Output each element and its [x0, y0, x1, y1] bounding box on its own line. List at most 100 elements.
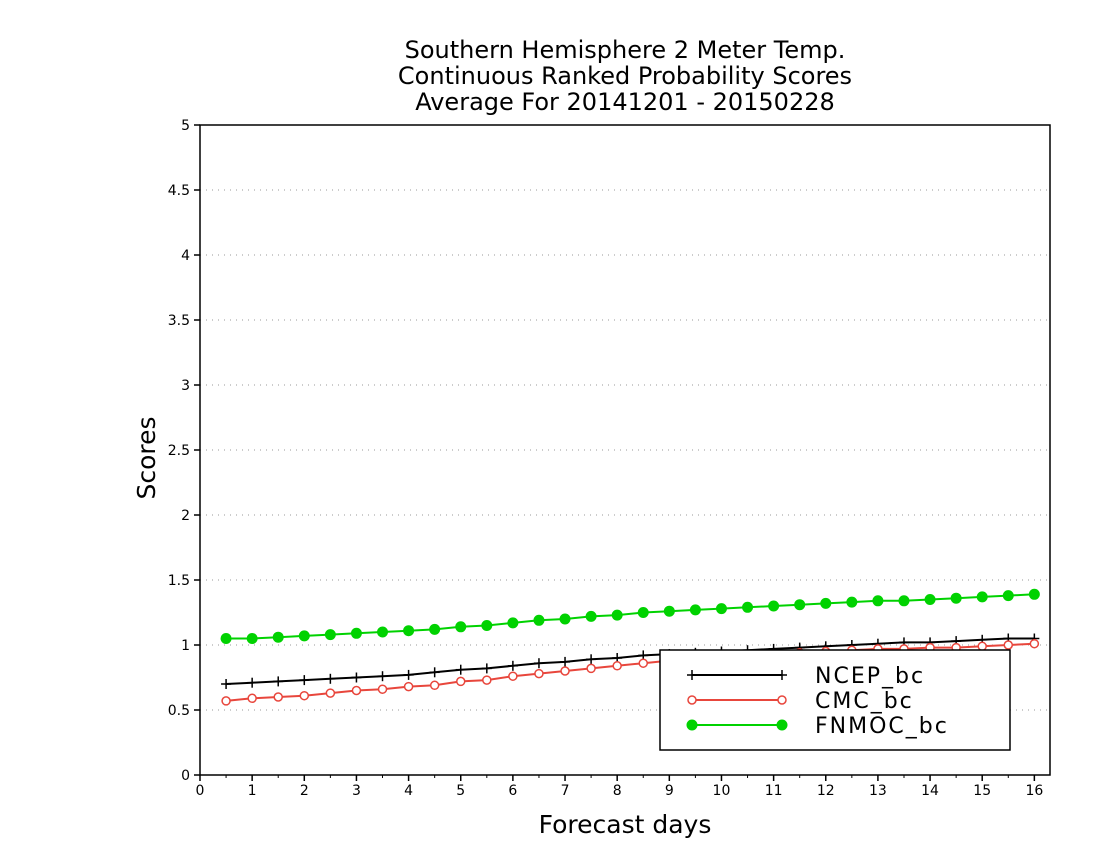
x-tick-label: 7	[561, 783, 570, 799]
y-tick-label: 3	[181, 378, 190, 394]
data-point-fnmoc-bc	[507, 617, 519, 629]
series-fnmoc-bc	[220, 588, 1040, 644]
data-point-fnmoc-bc	[377, 626, 389, 638]
data-point-fnmoc-bc	[976, 591, 988, 603]
data-point-fnmoc-bc	[794, 599, 806, 611]
data-point-ncep-bc	[586, 654, 597, 665]
y-tick-label: 0	[181, 768, 190, 784]
data-point-cmc-bc	[429, 680, 440, 691]
legend-label-fnmoc-bc: FNMOC_bc	[815, 714, 949, 739]
legend-marker	[687, 695, 697, 705]
title-line-3: Average For 20141201 - 20150228	[415, 88, 835, 116]
x-tick-label: 4	[404, 783, 413, 799]
x-tick-label: 6	[508, 783, 517, 799]
title-line-2: Continuous Ranked Probability Scores	[398, 62, 852, 90]
data-point-cmc-bc	[612, 661, 622, 671]
data-point-cmc-bc	[508, 671, 518, 681]
data-point-ncep-bc	[481, 663, 492, 674]
data-point-ncep-bc	[221, 679, 232, 689]
data-point-fnmoc-bc	[611, 609, 623, 621]
x-tick-label: 15	[973, 783, 991, 799]
data-point-cmc-bc	[1029, 638, 1040, 649]
legend-entry-cmc-bc: CMC_bc	[687, 689, 914, 714]
x-tick-label: 2	[300, 783, 309, 799]
y-tick-label: 0.5	[168, 703, 190, 719]
x-tick-label: 1	[248, 783, 257, 799]
chart-title: Southern Hemisphere 2 Meter Temp. Contin…	[398, 36, 852, 116]
legend-marker	[776, 719, 788, 731]
data-point-fnmoc-bc	[689, 604, 701, 616]
data-point-fnmoc-bc	[768, 600, 780, 612]
x-tick-label: 11	[765, 783, 783, 799]
series-line-fnmoc-bc	[226, 593, 1035, 640]
data-point-fnmoc-bc	[950, 592, 962, 604]
series-ncep-bc	[221, 633, 1040, 689]
y-axis-label: Scores	[132, 416, 161, 499]
legend-label-ncep-bc: NCEP_bc	[815, 664, 925, 689]
y-tick-label: 1	[181, 638, 190, 654]
data-point-cmc-bc	[247, 693, 257, 704]
y-tick-label: 5	[181, 118, 190, 134]
data-point-fnmoc-bc	[846, 596, 858, 608]
data-point-fnmoc-bc	[924, 594, 936, 605]
legend-entry-ncep-bc: NCEP_bc	[687, 664, 925, 689]
data-point-cmc-bc	[638, 658, 649, 668]
x-tick-label: 5	[456, 783, 465, 799]
data-point-fnmoc-bc	[1028, 588, 1040, 600]
data-point-cmc-bc	[534, 668, 544, 679]
data-point-fnmoc-bc	[1002, 590, 1014, 602]
legend-label-cmc-bc: CMC_bc	[815, 689, 914, 714]
data-point-cmc-bc	[377, 684, 388, 694]
x-tick-label: 16	[1025, 783, 1043, 799]
x-tick-label: 8	[613, 783, 622, 799]
data-point-fnmoc-bc	[220, 633, 232, 644]
data-point-cmc-bc	[221, 696, 231, 706]
data-point-fnmoc-bc	[533, 614, 545, 626]
data-point-cmc-bc	[351, 685, 362, 696]
data-point-fnmoc-bc	[872, 595, 884, 607]
x-tick-label: 12	[817, 783, 835, 799]
data-point-fnmoc-bc	[455, 621, 467, 633]
x-tick-label: 3	[352, 783, 361, 799]
y-tick-label: 2	[181, 508, 190, 524]
data-point-ncep-bc	[533, 658, 544, 669]
title-line-1: Southern Hemisphere 2 Meter Temp.	[405, 36, 846, 64]
data-point-fnmoc-bc	[429, 623, 441, 635]
x-axis-label: Forecast days	[539, 810, 712, 839]
y-tick-label: 3.5	[168, 313, 190, 329]
data-point-fnmoc-bc	[298, 630, 310, 642]
x-tick-label: 0	[196, 783, 205, 799]
y-tick-label: 2.5	[168, 443, 190, 459]
data-point-ncep-bc	[429, 667, 440, 678]
data-point-fnmoc-bc	[324, 629, 336, 641]
data-point-ncep-bc	[325, 673, 336, 684]
data-point-cmc-bc	[455, 676, 466, 687]
data-point-fnmoc-bc	[272, 631, 284, 643]
axes: 00.511.522.533.544.550 1 2 3 4 5 6 7 8 9 10 11 12 13 1…	[168, 118, 1051, 799]
data-point-cmc-bc	[403, 681, 414, 692]
data-point-cmc-bc	[560, 666, 570, 676]
data-point-ncep-bc	[403, 669, 414, 680]
x-tick-label: 13	[869, 783, 887, 799]
data-point-cmc-bc	[273, 692, 283, 702]
data-point-cmc-bc	[977, 641, 987, 652]
data-point-ncep-bc	[507, 660, 518, 671]
data-point-fnmoc-bc	[481, 620, 493, 631]
data-point-ncep-bc	[273, 676, 284, 687]
data-point-ncep-bc	[351, 672, 362, 683]
data-point-fnmoc-bc	[637, 607, 649, 618]
data-point-fnmoc-bc	[350, 627, 362, 639]
legend-marker	[687, 670, 697, 680]
data-point-fnmoc-bc	[820, 597, 832, 609]
data-point-cmc-bc	[1003, 640, 1014, 650]
data-point-ncep-bc	[247, 677, 258, 688]
data-point-fnmoc-bc	[403, 625, 415, 637]
legend-marker	[686, 719, 698, 731]
data-point-cmc-bc	[325, 688, 336, 698]
data-point-ncep-bc	[299, 675, 310, 686]
y-tick-label: 1.5	[168, 573, 190, 589]
data-point-fnmoc-bc	[585, 610, 597, 622]
data-point-ncep-bc	[455, 664, 466, 675]
